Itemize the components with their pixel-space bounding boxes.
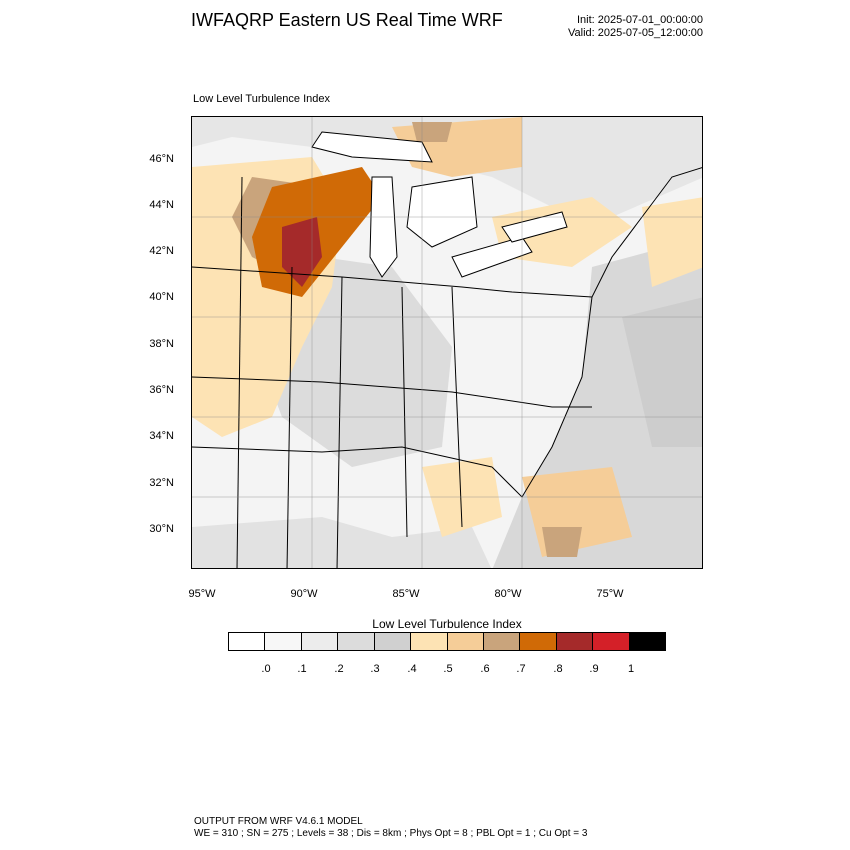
lat-label: 44°N xyxy=(149,199,174,211)
lon-label: 80°W xyxy=(494,588,522,600)
colorbar xyxy=(228,632,666,651)
colorbar-box xyxy=(520,633,557,650)
colorbar-box xyxy=(447,633,484,650)
time-info: Init: 2025-07-01_00:00:00 Valid: 2025-07… xyxy=(520,14,703,40)
lon-label: 90°W xyxy=(290,588,318,600)
colorbar-box xyxy=(629,633,666,650)
lon-label: 75°W xyxy=(596,588,624,600)
colorbar-box xyxy=(338,633,375,650)
colorbar-label: .4 xyxy=(407,663,417,675)
colorbar-label: .2 xyxy=(334,663,344,675)
colorbar-label: .8 xyxy=(553,663,563,675)
colorbar-label: .3 xyxy=(370,663,380,675)
lat-label: 38°N xyxy=(149,338,174,350)
colorbar-label: .0 xyxy=(261,663,271,675)
footer: OUTPUT FROM WRF V4.6.1 MODEL WE = 310 ; … xyxy=(194,816,587,840)
colorbar-box xyxy=(301,633,339,650)
lat-label: 30°N xyxy=(149,523,174,535)
colorbar-box xyxy=(229,633,266,650)
map-panel xyxy=(191,116,703,569)
colorbar-box xyxy=(265,633,302,650)
colorbar-box xyxy=(556,633,594,650)
lat-label: 32°N xyxy=(149,477,174,489)
colorbar-box xyxy=(483,633,521,650)
colorbar-title: Low Level Turbulence Index xyxy=(372,617,522,631)
colorbar-box xyxy=(411,633,448,650)
colorbar-label: .9 xyxy=(589,663,599,675)
colorbar-label: 1 xyxy=(627,663,635,675)
lon-label: 85°W xyxy=(392,588,420,600)
colorbar-box xyxy=(593,633,630,650)
lat-label: 36°N xyxy=(149,384,174,396)
lon-label: 95°W xyxy=(188,588,216,600)
lat-label: 40°N xyxy=(149,291,174,303)
lat-label: 46°N xyxy=(149,153,174,165)
page-title: IWFAQRP Eastern US Real Time WRF xyxy=(191,10,503,30)
colorbar-label: .1 xyxy=(297,663,307,675)
colorbar-label: .5 xyxy=(443,663,453,675)
colorbar-box xyxy=(374,633,412,650)
colorbar-label: .6 xyxy=(480,663,490,675)
colorbar-label: .7 xyxy=(516,663,526,675)
map-image xyxy=(192,117,702,568)
lat-label: 34°N xyxy=(149,430,174,442)
map-subtitle: Low Level Turbulence Index xyxy=(193,93,330,105)
footer-config-line: WE = 310 ; SN = 275 ; Levels = 38 ; Dis … xyxy=(194,828,588,839)
lat-label: 42°N xyxy=(149,245,174,257)
footer-model-line: OUTPUT FROM WRF V4.6.1 MODEL xyxy=(194,816,363,827)
init-time: Init: 2025-07-01_00:00:00 xyxy=(577,14,703,26)
valid-time: Valid: 2025-07-05_12:00:00 xyxy=(568,27,703,39)
